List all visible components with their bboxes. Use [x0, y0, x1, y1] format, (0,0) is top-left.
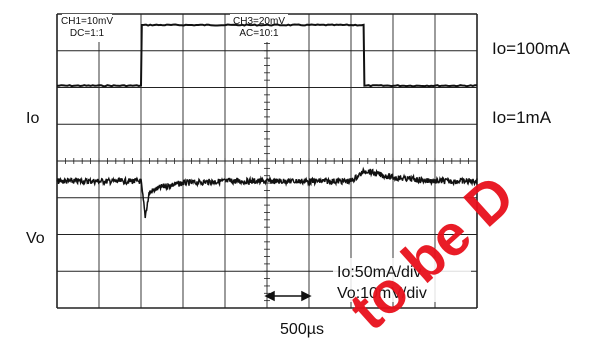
scale-label-bg: [333, 258, 471, 302]
ch3-note-box: [230, 14, 288, 42]
time-scale-label: 500µs: [280, 321, 324, 338]
io-left-label: Io: [26, 110, 39, 127]
io-trace: [57, 23, 477, 88]
vo-scale-label: Vo:10mV/div: [337, 285, 427, 302]
ch1-note-box: [62, 14, 112, 42]
io-scale-label: Io:50mA/div: [337, 264, 421, 281]
scope-grid: [56, 13, 478, 309]
ch1-note-line1: CH1=10mV: [61, 16, 113, 27]
ch3-note-line1: CH3=20mV: [233, 16, 285, 27]
io-high-label: Io=100mA: [492, 39, 571, 58]
vo-left-label: Vo: [26, 230, 45, 247]
io-low-label: Io=1mA: [492, 108, 552, 127]
vo-trace: [56, 166, 478, 219]
time-division-arrow: [264, 290, 312, 302]
ch3-note-line2: AC=10:1: [239, 28, 279, 39]
ch1-note-line2: DC=1:1: [70, 28, 105, 39]
watermark-text: to be D: [337, 163, 527, 343]
